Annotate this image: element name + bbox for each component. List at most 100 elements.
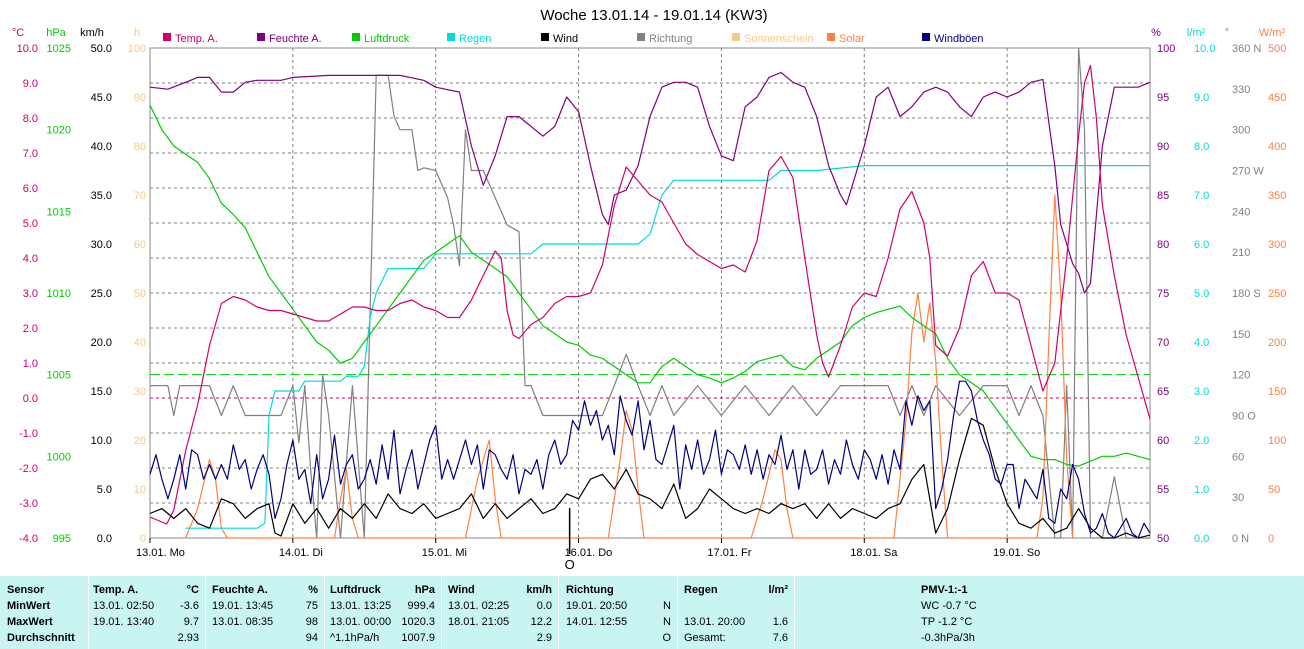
- legend-label-0: Temp. A.: [175, 33, 218, 45]
- wind-tick: 45.0: [91, 92, 112, 104]
- temp-header: Temp. A.: [93, 584, 139, 596]
- legend-label-3: Regen: [459, 33, 491, 45]
- dir-tick: 120: [1232, 370, 1250, 382]
- sun-axis-unit: h: [134, 27, 140, 39]
- press-header: Luftdruck: [330, 584, 381, 596]
- hum-tick: 90: [1157, 141, 1169, 153]
- sun-tick: 100: [128, 43, 146, 55]
- solar-tick: 350: [1268, 190, 1286, 202]
- rain-total-label: Gesamt:: [684, 632, 726, 644]
- wind-tick: 10.0: [91, 435, 112, 447]
- cursor-label: O: [565, 557, 575, 572]
- hum-tick: 60: [1157, 435, 1169, 447]
- temp-tick: 10.0: [17, 43, 38, 55]
- pmv-header: PMV-1:-1: [921, 584, 968, 596]
- series-layer: [149, 47, 1151, 539]
- rain-column: Regen l/m² 13.01. 20:00 1.6 Gesamt: 7.6: [678, 576, 795, 649]
- solar-tick: 0: [1268, 533, 1274, 545]
- solar-tick: 400: [1268, 141, 1286, 153]
- legend-label-5: Richtung: [649, 33, 692, 45]
- dir-max-time: 14.01. 12:55: [566, 616, 628, 628]
- legend: Temp. A. Feuchte A. Luftdruck Regen Wind Rich…: [163, 33, 984, 45]
- rain-tick: 1.0: [1194, 484, 1209, 496]
- sun-tick: 90: [134, 92, 146, 104]
- hum-axis-unit: %: [1151, 27, 1161, 39]
- series-luftdruck: [149, 104, 1151, 467]
- hum-avg-value: 94: [305, 632, 318, 644]
- temp-tick: 1.0: [23, 358, 38, 370]
- dir-tick: 360 N: [1232, 43, 1261, 55]
- press-tick: 995: [53, 533, 71, 545]
- press-avg-value: 1007.9: [401, 632, 435, 644]
- dir-max-value: N: [663, 616, 671, 628]
- rain-tick: 10.0: [1194, 43, 1215, 55]
- hum-header: Feuchte A.: [212, 584, 268, 596]
- wind-column: Wind km/h 13.01. 02:25 0.0 18.01. 21:05 …: [442, 576, 559, 649]
- min-label: MinWert: [7, 600, 51, 612]
- x-axis: 13.01. Mo 14.01. Di 15.01. Mi 16.01. Do 17.0…: [136, 508, 1040, 572]
- series-temp-a-: [149, 64, 1151, 525]
- legend-label-8: Windböen: [934, 33, 984, 45]
- max-label: MaxWert: [7, 616, 53, 628]
- rain-tick: 6.0: [1194, 239, 1209, 251]
- temp-avg-value: 2.93: [177, 632, 199, 644]
- legend-swatch-7: [827, 33, 835, 41]
- rain-tick: 2.0: [1194, 435, 1209, 447]
- day-label: 17.01. Fr: [707, 547, 751, 559]
- temp-tick: 4.0: [23, 253, 38, 265]
- pmv-tp: TP -1.2 °C: [921, 616, 973, 628]
- legend-swatch-8: [922, 33, 930, 41]
- sun-tick: 10: [134, 484, 146, 496]
- solar-tick: 250: [1268, 288, 1286, 300]
- hum-unit: %: [308, 584, 318, 596]
- solar-tick: 50: [1268, 484, 1280, 496]
- rain-tick: 7.0: [1194, 190, 1209, 202]
- rain-tick: 4.0: [1194, 337, 1209, 349]
- temp-tick: 0.0: [23, 393, 38, 405]
- pmv-column: PMV-1:-1 WC -0.7 °C TP -1.2 °C -0.3hPa/3…: [795, 576, 1304, 649]
- wind-header: Wind: [448, 584, 475, 596]
- solar-tick: 500: [1268, 43, 1286, 55]
- solar-tick: 450: [1268, 92, 1286, 104]
- rain-total-value: 7.6: [772, 632, 788, 644]
- press-tick: 1020: [47, 125, 71, 137]
- temp-tick: 2.0: [23, 323, 38, 335]
- hum-tick: 65: [1157, 386, 1169, 398]
- hum-tick: 95: [1157, 92, 1169, 104]
- legend-swatch-0: [163, 33, 171, 41]
- series-windb-en: [149, 380, 1151, 539]
- day-label: 16.01. Do: [565, 547, 613, 559]
- wind-max-time: 18.01. 21:05: [448, 616, 510, 628]
- wind-tick: 35.0: [91, 190, 112, 202]
- legend-swatch-5: [637, 33, 645, 41]
- pmv-trend: -0.3hPa/3h: [921, 632, 975, 644]
- dir-avg-value: O: [662, 632, 671, 644]
- dir-tick: 300: [1232, 125, 1250, 137]
- series-regen: [185, 165, 1150, 529]
- hum-tick: 50: [1157, 533, 1169, 545]
- legend-swatch-6: [732, 33, 740, 41]
- legend-label-2: Luftdruck: [364, 33, 410, 45]
- wind-tick: 15.0: [91, 386, 112, 398]
- wind-tick: 25.0: [91, 288, 112, 300]
- temp-tick: 3.0: [23, 288, 38, 300]
- dir-tick: 30: [1232, 492, 1244, 504]
- sensor-header: Sensor: [7, 584, 45, 596]
- series-solar: [185, 194, 1074, 539]
- dir-tick: 60: [1232, 451, 1244, 463]
- hum-min-value: 75: [305, 600, 318, 612]
- dir-tick: 0 N: [1232, 533, 1249, 545]
- sun-tick: 20: [134, 435, 146, 447]
- temp-tick: 7.0: [23, 148, 38, 160]
- hum-column: Feuchte A. % 19.01. 13:45 75 13.01. 08:3…: [206, 576, 325, 649]
- weather-chart: Woche 13.01.14 - 19.01.14 (KW3) Temp. A.…: [12, 7, 1287, 572]
- series-richtung: [150, 47, 1150, 539]
- rain-max-value: 1.6: [772, 616, 788, 628]
- legend-swatch-2: [352, 33, 360, 41]
- series-feuchte-a-: [149, 71, 1151, 294]
- wind-tick: 50.0: [91, 43, 112, 55]
- press-tick: 1010: [47, 288, 71, 300]
- day-label: 18.01. Sa: [850, 547, 898, 559]
- press-max-time: 13.01. 00:00: [330, 616, 392, 628]
- temp-tick: -1.0: [19, 428, 38, 440]
